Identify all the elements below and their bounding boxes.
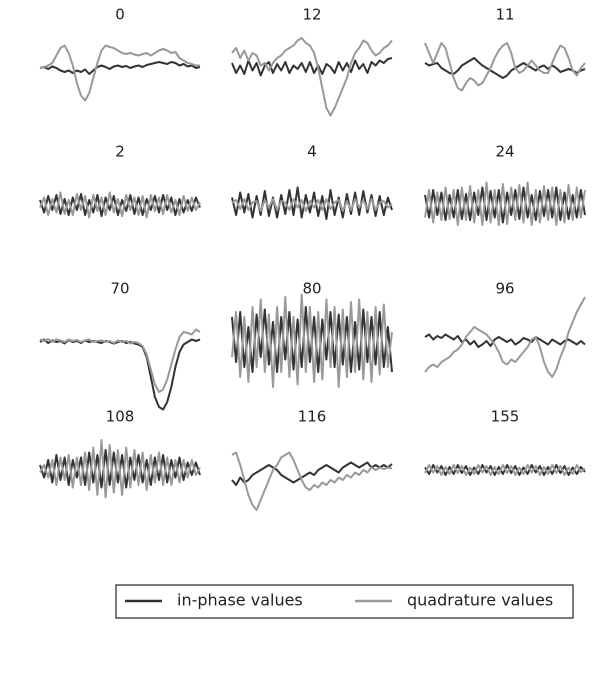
panel-title: 116	[298, 408, 327, 426]
signal-line	[39, 328, 201, 393]
signal-line	[231, 451, 393, 511]
signal-line	[231, 461, 393, 486]
panel-title: 2	[115, 143, 125, 161]
panel-title: 0	[115, 6, 125, 24]
panel-title: 80	[302, 280, 321, 298]
panel-title: 24	[495, 143, 514, 161]
panel-title: 70	[110, 280, 129, 298]
legend-label: in-phase values	[177, 591, 303, 610]
panel-title: 12	[302, 6, 321, 24]
legend-label: quadrature values	[407, 591, 553, 610]
signal-line	[39, 61, 201, 75]
legend-box	[115, 584, 574, 619]
panel-title: 155	[491, 408, 520, 426]
signal-line	[424, 181, 586, 226]
signal-line	[424, 464, 586, 476]
signal-line	[424, 42, 586, 92]
signal-line	[424, 296, 586, 378]
signal-line	[231, 57, 393, 77]
panel-title: 108	[106, 408, 135, 426]
signal-line	[39, 44, 200, 102]
signal-line	[424, 333, 586, 348]
signal-line	[231, 37, 393, 117]
panel-title: 96	[495, 280, 514, 298]
signal-line	[39, 439, 201, 499]
panel-title: 11	[495, 6, 514, 24]
panel-title: 4	[307, 143, 317, 161]
signal-line	[231, 198, 393, 212]
signal-line	[39, 191, 201, 219]
signal-line	[231, 293, 393, 388]
